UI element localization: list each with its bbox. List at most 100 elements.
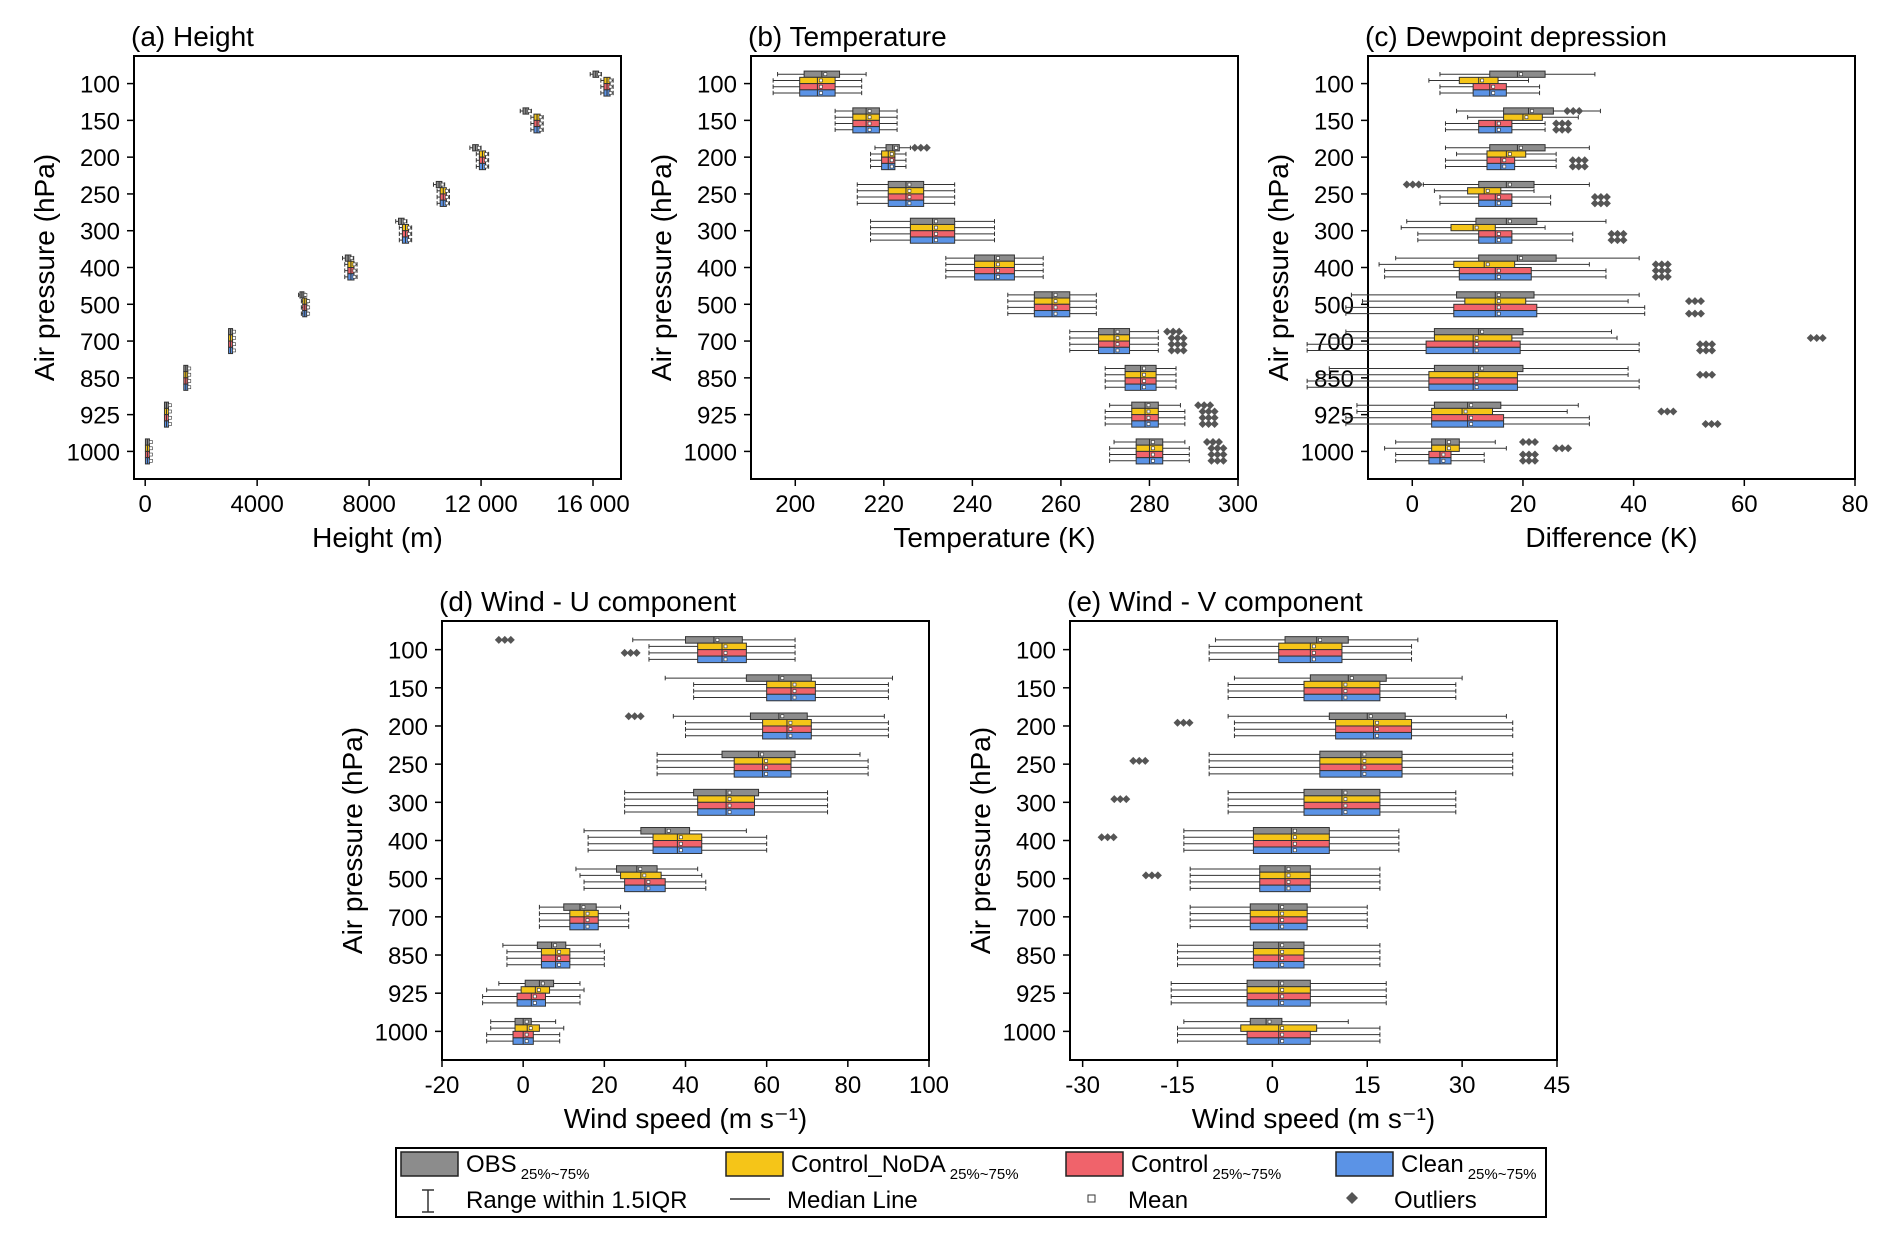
y-axis-label: Air pressure (hPa) [965,727,996,954]
y-tick-label: 700 [697,329,737,356]
outlier [1580,162,1589,171]
mean-marker [528,1026,533,1030]
mean-marker [168,422,172,426]
mean-marker [1524,115,1529,120]
outlier [1210,407,1219,416]
outlier [1552,125,1561,134]
mean-marker [1115,348,1120,353]
y-tick-label: 925 [388,981,428,1008]
outlier [1408,180,1417,189]
outlier [1602,193,1611,202]
x-tick-label: 8000 [342,491,395,518]
mean-marker [585,911,590,916]
mean-marker [1343,790,1348,795]
legend-label-clean: Clean 25%~75% [1401,1151,1537,1183]
outlier [1669,407,1678,416]
mean-marker [1286,867,1291,871]
outlier [1518,456,1527,465]
legend-label-control: Control 25%~75% [1131,1151,1281,1183]
mean-marker [907,182,912,187]
series-control [1170,649,1514,1039]
mean-marker [867,109,872,113]
y-tick-label: 850 [388,943,428,970]
mean-marker [1530,109,1534,113]
outlier [1163,327,1172,336]
mean-marker [303,293,308,297]
outlier [1135,756,1144,765]
legend-label-text: Control_NoDA [791,1151,946,1178]
plot-frame [133,55,622,480]
x-tick-label: 20 [591,1072,618,1099]
panel-4: (d) Wind - U component100150200250300400… [337,586,949,1134]
panel-title: (a) Height [131,21,254,52]
legend-range-label: Range within 1.5IQR [466,1187,687,1214]
outlier [1708,346,1717,355]
outlier [1564,119,1573,128]
outlier [624,712,633,721]
outlier [1568,156,1577,165]
mean-marker [1280,1026,1285,1030]
outlier [1607,236,1616,245]
y-tick-label: 300 [1314,219,1354,246]
mean-marker [1368,714,1373,719]
mean-marker [1469,422,1473,426]
mean-marker [352,262,357,267]
outlier [1185,718,1194,727]
mean-marker [1151,458,1155,463]
mean-marker [1053,299,1058,303]
outlier [1173,333,1182,342]
y-tick-label: 200 [697,145,737,172]
mean-marker [1441,452,1446,457]
mean-marker [538,127,543,132]
y-tick-label: 400 [388,829,428,856]
mean-marker [1375,733,1379,738]
outlier [1657,407,1666,416]
mean-marker [792,682,797,687]
x-tick-label: -30 [1065,1072,1100,1099]
panel-2: (b) Temperature 100 150 200 250 300 400 500 700 8… [646,21,1258,553]
mean-marker [1280,911,1285,916]
x-tick-label: 0 [516,1072,529,1099]
y-axis-label: Air pressure (hPa) [1263,154,1294,381]
mean-marker [1267,1019,1272,1024]
mean-marker [1496,299,1501,303]
outlier [1574,156,1583,165]
mean-marker [819,84,823,89]
mean-marker [1280,994,1285,999]
mean-marker [1053,311,1058,316]
outlier [1806,333,1815,342]
outlier [1696,340,1705,349]
legend-label-sub: 25%~75% [1212,1166,1281,1183]
outlier [1702,340,1711,349]
mean-marker [1485,262,1490,267]
x-tick-label: 240 [952,491,992,518]
x-axis-label: Height (m) [312,522,443,553]
mean-marker [723,644,728,649]
mean-marker [1362,752,1367,757]
x-tick-label: 280 [1129,491,1169,518]
outlier [1207,456,1216,465]
outlier [1175,327,1184,336]
mean-marker [444,195,449,199]
outlier [1651,260,1660,269]
mean-marker [679,841,683,846]
outlier [1169,327,1178,336]
mean-marker [1286,886,1291,891]
mean-marker [557,956,561,961]
mean-marker [608,78,613,83]
mean-marker [349,256,354,260]
mean-marker [352,268,357,273]
outlier [1619,236,1628,245]
mean-marker [1115,329,1120,334]
outlier [1210,420,1219,429]
mean-marker [1496,305,1501,310]
outlier [1651,266,1660,275]
y-tick-label: 850 [697,366,737,393]
mean-marker [1053,305,1058,310]
mean-marker [996,256,1000,260]
outlier [1194,401,1203,410]
mean-marker [553,943,557,948]
y-tick-label: 700 [1314,329,1354,356]
mean-marker [1496,121,1501,126]
y-axis-label: Air pressure (hPa) [337,727,368,954]
